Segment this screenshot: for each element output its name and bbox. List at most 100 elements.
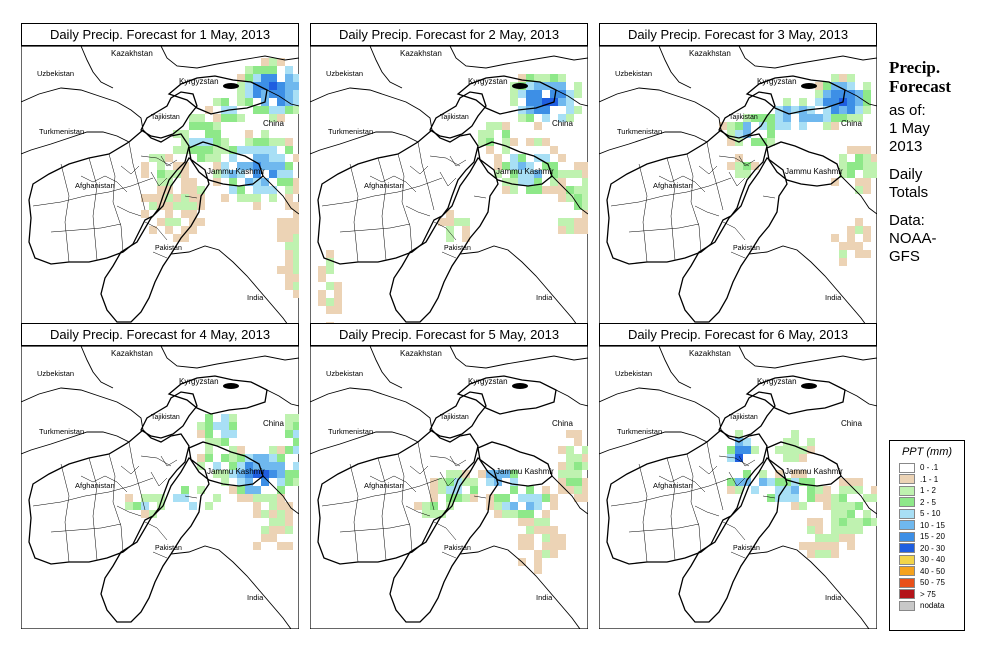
precip-cell [430, 510, 438, 518]
province-border [409, 165, 429, 175]
precip-cell [269, 518, 277, 526]
precip-cell [261, 106, 269, 114]
precip-cell [735, 162, 743, 170]
precip-cell [277, 90, 285, 98]
precip-cell [510, 186, 518, 194]
precip-cell [197, 454, 205, 462]
map-label-uzbekistan: Uzbekistan [37, 369, 74, 378]
precip-cell [847, 542, 855, 550]
precip-cell [237, 98, 245, 106]
pakistan-border [678, 157, 788, 323]
province-border [80, 475, 106, 483]
precip-cell [293, 274, 299, 282]
province-border [718, 155, 750, 167]
precip-cell [767, 114, 775, 122]
precip-cell [334, 306, 342, 314]
precip-cell [261, 58, 269, 66]
precip-cell [847, 98, 855, 106]
afghanistan-border [28, 429, 190, 565]
precip-cell [847, 114, 855, 122]
precip-cell [582, 226, 588, 234]
forecast-panel-day1: Daily Precip. Forecast for 1 May, 2013 K… [21, 23, 299, 329]
map-label-pakistan: Pakistan [444, 545, 471, 552]
precip-cell [213, 438, 221, 446]
country-border [310, 431, 419, 455]
precip-cell [189, 114, 197, 122]
map-label-tajikistan: Tajikistan [729, 114, 758, 121]
precip-cell [125, 494, 133, 502]
precip-cell [197, 422, 205, 430]
precip-cell [221, 162, 229, 170]
precip-cell [237, 90, 245, 98]
precip-cell [823, 534, 831, 542]
info-totals-line2: Totals [889, 184, 929, 201]
precip-cell [245, 470, 253, 478]
precip-cell [165, 226, 173, 234]
precip-cell [277, 98, 285, 106]
precip-cell [237, 162, 245, 170]
precip-cell [558, 178, 566, 186]
precip-cell [293, 242, 299, 250]
precip-cell [213, 422, 221, 430]
precip-cell [855, 186, 863, 194]
borders [599, 346, 877, 629]
province-border [397, 453, 413, 553]
precip-cell [173, 146, 181, 154]
precip-cell [839, 114, 847, 122]
precip-cell [863, 234, 871, 242]
map-label-jammu-kashmir: Jammu Kashmir [496, 467, 554, 476]
precip-cell [566, 454, 574, 462]
precip-cell [414, 502, 422, 510]
precip-cell [855, 106, 863, 114]
precip-cell [839, 170, 847, 178]
map-label-china: China [552, 419, 573, 428]
precip-cell [558, 542, 566, 550]
precip-cell [502, 122, 510, 130]
map-label-afghanistan: Afghanistan [653, 481, 693, 490]
precip-cell [285, 242, 293, 250]
legend-label: 30 - 40 [920, 555, 945, 565]
precip-cell [558, 194, 566, 202]
precip-cell [181, 210, 189, 218]
province-border [682, 175, 706, 193]
precip-cell [526, 178, 534, 186]
precip-cell [149, 510, 157, 518]
precip-cell [277, 502, 285, 510]
precip-cell [173, 194, 181, 202]
precip-cell [318, 266, 326, 274]
precip-cell [205, 106, 213, 114]
precip-cell [791, 502, 799, 510]
precip-cell [735, 454, 743, 462]
precip-cell [526, 534, 534, 542]
country-border [738, 46, 877, 69]
province-border [144, 221, 168, 241]
precip-cell [566, 446, 574, 454]
map-label-india: India [247, 293, 264, 302]
legend-swatch [899, 600, 915, 611]
precip-cell [213, 146, 221, 154]
precip-cell [277, 58, 285, 66]
map-label-afghanistan: Afghanistan [364, 181, 404, 190]
precip-cell [438, 218, 446, 226]
precip-cell [558, 114, 566, 122]
precip-cell [253, 462, 261, 470]
precip-cell [157, 162, 165, 170]
forecast-info: Precip. Forecast as of: 1 May 2013 Daily… [889, 58, 981, 266]
precip-cell [526, 542, 534, 550]
province-border [369, 475, 395, 483]
precip-cell [847, 82, 855, 90]
precip-cell [293, 178, 299, 186]
precip-cell [141, 194, 149, 202]
precip-cell [189, 138, 197, 146]
province-border [698, 165, 718, 175]
province-border [405, 205, 431, 217]
map-label-turkmenistan: Turkmenistan [39, 427, 84, 436]
precip-cell [871, 170, 877, 178]
panel-title: Daily Precip. Forecast for 4 May, 2013 [21, 323, 299, 346]
country-border [449, 46, 588, 69]
precip-cells [318, 74, 588, 329]
precip-cell [157, 494, 165, 502]
info-data-line2: NOAA- [889, 230, 937, 247]
precip-cell [783, 122, 791, 130]
